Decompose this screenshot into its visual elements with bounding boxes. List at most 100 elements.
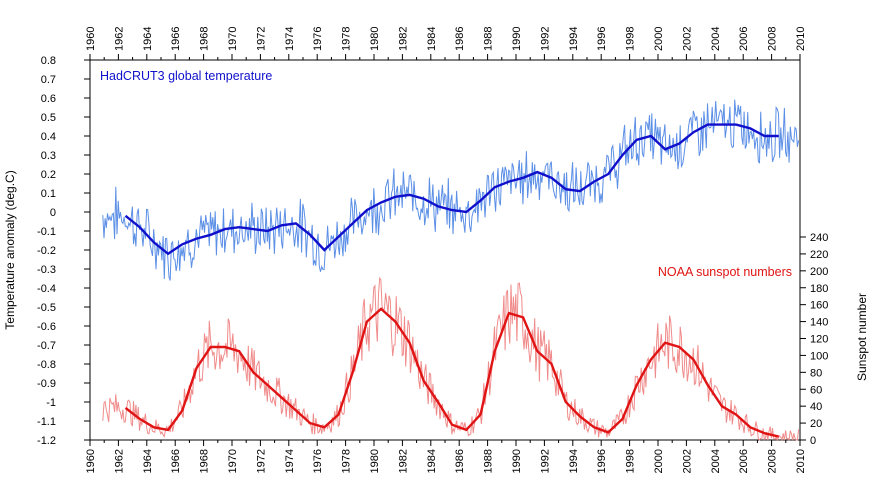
plot-frame [89, 59, 801, 441]
sunspot-smoothed-line [124, 307, 779, 438]
y-tick-label-right: 220 [810, 249, 828, 261]
y-axis-right-title: Sunspot number [855, 293, 869, 381]
y-tick-label-left: -0.9 [37, 378, 56, 390]
y-tick-label-left: 0.4 [41, 131, 56, 143]
y-tick-label-right: 140 [810, 317, 828, 329]
x-tick-label-top: 1982 [397, 27, 409, 51]
x-tick-label-bottom: 2000 [653, 449, 665, 473]
y-tick-label-left: -0.6 [37, 321, 56, 333]
x-tick-label-bottom: 1986 [454, 449, 466, 473]
y-tick-label-left: 0 [50, 207, 56, 219]
y-tick-label-right: 100 [810, 350, 828, 362]
x-tick-label-bottom: 2008 [767, 449, 779, 473]
x-tick-label-top: 1966 [170, 27, 182, 51]
sunspot-raw-line [102, 276, 800, 442]
y-tick-label-right: 0 [810, 435, 816, 447]
x-tick-label-bottom: 1980 [369, 449, 381, 473]
x-tick-label-top: 1998 [625, 27, 637, 51]
x-tick-label-top: 1990 [511, 27, 523, 51]
temperature-smoothed-line [124, 123, 779, 256]
y-tick-label-right: 200 [810, 266, 828, 278]
x-tick-label-top: 2010 [795, 27, 807, 51]
y-tick-label-left: -0.8 [37, 359, 56, 371]
x-tick-label-bottom: 1990 [511, 449, 523, 473]
y-tick-label-left: -1.1 [37, 416, 56, 428]
x-tick-label-bottom: 1982 [397, 449, 409, 473]
y-tick-label-left: -0.2 [37, 245, 56, 257]
x-tick-label-bottom: 2004 [710, 449, 722, 473]
x-axis-top: 1960 1962 1964 1966 1968 1970 1972 1974 1976 1978… [85, 27, 807, 60]
x-tick-label-top: 1976 [312, 27, 324, 51]
x-tick-label-top: 2002 [681, 27, 693, 51]
x-tick-label-top: 2006 [738, 27, 750, 51]
x-tick-label-bottom: 1966 [170, 449, 182, 473]
x-tick-label-top: 1970 [227, 27, 239, 51]
x-tick-label-top: 1964 [142, 27, 154, 51]
y-tick-label-right: 20 [810, 418, 822, 430]
y-tick-label-left: -0.4 [37, 283, 56, 295]
y-tick-label-left: -0.1 [37, 226, 56, 238]
y-tick-label-right: 240 [810, 232, 828, 244]
y-tick-label-right: 60 [810, 384, 822, 396]
x-tick-label-top: 1992 [539, 27, 551, 51]
y-axis-left: 0.8 0.7 0.6 0.5 0.4 0.3 0.2 0.1 0 -0.1 -0.2 -0.3 -0.… [37, 55, 90, 447]
x-tick-label-bottom: 2010 [795, 449, 807, 473]
x-tick-label-top: 1980 [369, 27, 381, 51]
y-tick-label-left: 0.6 [41, 93, 56, 105]
y-axis-right: 0 20 40 60 80 100 120 140 160 180 200 220 240 [800, 232, 828, 447]
x-tick-label-top: 1960 [85, 27, 97, 51]
y-tick-label-left: -0.3 [37, 264, 56, 276]
x-tick-label-top: 1984 [426, 27, 438, 51]
x-tick-label-top: 1962 [113, 27, 125, 51]
x-tick-label-bottom: 1970 [227, 449, 239, 473]
y-tick-label-left: -1.2 [37, 435, 56, 447]
x-tick-label-bottom: 2002 [681, 449, 693, 473]
x-tick-label-bottom: 2006 [738, 449, 750, 473]
x-tick-label-bottom: 1976 [312, 449, 324, 473]
x-tick-label-bottom: 1992 [539, 449, 551, 473]
y-tick-label-left: 0.7 [41, 74, 56, 86]
y-tick-label-right: 80 [810, 367, 822, 379]
y-tick-label-left: -0.5 [37, 302, 56, 314]
y-tick-label-left: -1 [46, 397, 56, 409]
x-tick-label-top: 1988 [483, 27, 495, 51]
x-tick-label-top: 1968 [199, 27, 211, 51]
x-tick-label-bottom: 1962 [113, 449, 125, 473]
x-tick-label-bottom: 1968 [199, 449, 211, 473]
x-tick-label-top: 2008 [767, 27, 779, 51]
x-tick-label-top: 2004 [710, 27, 722, 51]
x-tick-label-bottom: 1978 [341, 449, 353, 473]
x-tick-label-bottom: 1988 [483, 449, 495, 473]
x-tick-label-top: 1996 [596, 27, 608, 51]
y-tick-label-right: 160 [810, 300, 828, 312]
x-tick-label-top: 1978 [341, 27, 353, 51]
x-tick-label-top: 1994 [568, 27, 580, 51]
x-tick-label-top: 1986 [454, 27, 466, 51]
x-tick-label-bottom: 1996 [596, 449, 608, 473]
y-axis-left-title: Temperature anomaly (deg.C) [3, 170, 17, 329]
y-tick-label-left: 0.1 [41, 188, 56, 200]
temperature-raw-series [102, 99, 800, 281]
x-tick-label-top: 1972 [255, 27, 267, 51]
x-tick-label-bottom: 1964 [142, 449, 154, 473]
x-tick-label-top: 2000 [653, 27, 665, 51]
temperature-raw-line [102, 99, 800, 281]
y-tick-label-left: 0.5 [41, 112, 56, 124]
x-tick-label-top: 1974 [284, 27, 296, 51]
sunspot-series-label: NOAA sunspot numbers [658, 265, 792, 279]
x-tick-label-bottom: 1972 [255, 449, 267, 473]
x-tick-label-bottom: 1998 [625, 449, 637, 473]
y-tick-label-left: -0.7 [37, 340, 56, 352]
x-tick-label-bottom: 1974 [284, 449, 296, 473]
y-tick-label-right: 180 [810, 283, 828, 295]
x-tick-label-bottom: 1960 [85, 449, 97, 473]
y-tick-label-left: 0.3 [41, 150, 56, 162]
y-tick-label-right: 120 [810, 334, 828, 346]
x-tick-label-bottom: 1984 [426, 449, 438, 473]
x-tick-label-bottom: 1994 [568, 449, 580, 473]
y-tick-label-right: 40 [810, 401, 822, 413]
sunspot-raw-series [102, 276, 800, 442]
temperature-series-label: HadCRUT3 global temperature [100, 69, 272, 83]
y-tick-label-left: 0.8 [41, 55, 56, 67]
